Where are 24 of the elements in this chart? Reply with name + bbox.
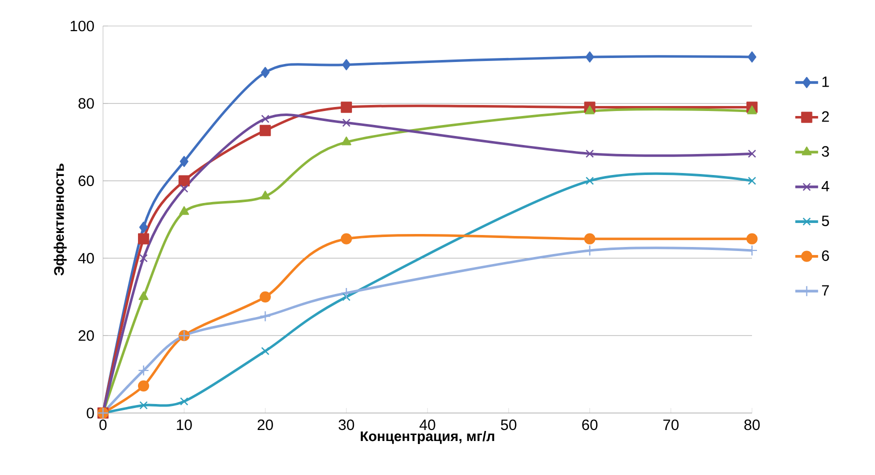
y-tick-label: 80: [78, 98, 94, 109]
legend-label: 1: [822, 76, 829, 87]
legend-label: 3: [822, 146, 829, 157]
y-tick-label: 40: [78, 252, 94, 264]
x-tick-label: 30: [338, 420, 354, 430]
y-tick-label: 60: [78, 176, 94, 186]
x-tick-label: 10: [176, 420, 192, 430]
x-tick-label: 80: [744, 420, 760, 430]
legend-label: 6: [822, 250, 829, 261]
x-tick-label: 50: [500, 420, 516, 430]
legend-label: 2: [822, 111, 829, 122]
legend-label: 5: [822, 216, 829, 226]
x-axis-title: Концентрация, мг/л: [360, 430, 494, 444]
x-tick-label: 40: [420, 420, 436, 430]
x-tick-label: 60: [582, 420, 598, 430]
x-tick-label: 0: [99, 420, 107, 430]
y-tick-label: 100: [70, 20, 94, 32]
y-tick-label: 0: [86, 408, 94, 418]
y-tick-label: 20: [78, 330, 94, 341]
x-tick-label: 70: [663, 420, 679, 430]
legend-label: 4: [822, 181, 830, 192]
legend-label: 7: [822, 285, 829, 296]
x-tick-label: 20: [258, 420, 273, 430]
y-axis-title: Эффективность: [54, 164, 67, 276]
